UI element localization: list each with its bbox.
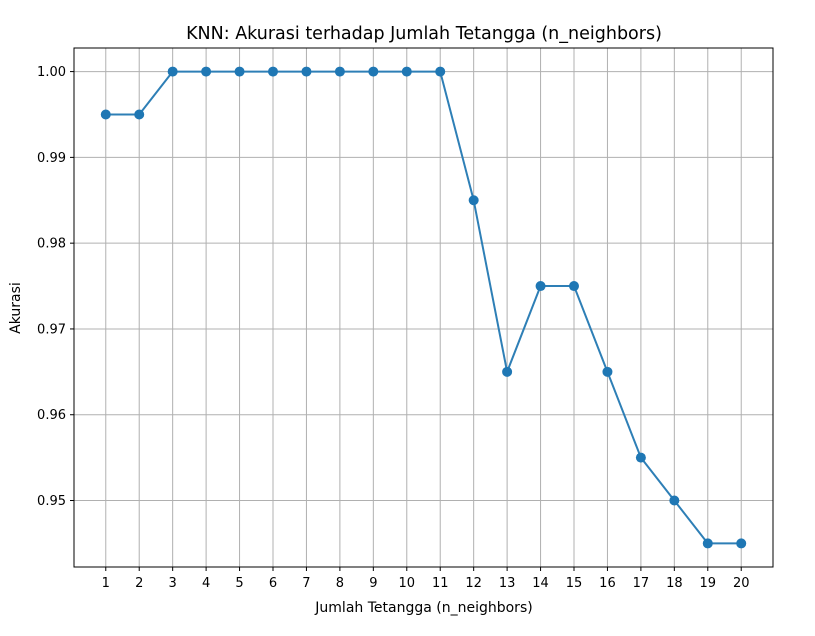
y-axis-label: Akurasi — [8, 282, 24, 334]
x-tick-label: 1 — [102, 576, 110, 591]
data-point — [234, 66, 245, 77]
x-tick-label: 16 — [599, 576, 616, 591]
grid-layer — [74, 48, 773, 567]
x-tick-label: 12 — [465, 576, 482, 591]
x-tick-label: 11 — [432, 576, 449, 591]
x-tick-label: 5 — [235, 576, 243, 591]
series-layer — [100, 66, 747, 549]
y-tick-label: 0.98 — [37, 237, 66, 252]
data-point — [702, 538, 713, 549]
x-tick-label: 10 — [399, 576, 416, 591]
y-tick-label: 1.00 — [37, 65, 66, 80]
x-tick-label: 20 — [733, 576, 750, 591]
data-point — [100, 109, 111, 120]
data-point — [267, 66, 278, 77]
y-tick-label: 0.96 — [37, 408, 66, 423]
x-tick-label: 15 — [566, 576, 583, 591]
x-tick-label: 3 — [169, 576, 177, 591]
data-point — [535, 281, 546, 292]
x-tick-label: 4 — [202, 576, 210, 591]
data-point — [435, 66, 446, 77]
x-tick-label: 2 — [135, 576, 143, 591]
series-line — [105, 70, 742, 545]
y-tick-label: 0.99 — [37, 151, 66, 166]
data-point — [736, 538, 747, 549]
data-point — [201, 66, 212, 77]
data-point — [468, 195, 479, 206]
data-point — [134, 109, 145, 120]
x-tick-label: 7 — [302, 576, 310, 591]
x-tick-label: 6 — [269, 576, 277, 591]
x-tick-label: 8 — [336, 576, 344, 591]
y-tick-label: 0.97 — [37, 322, 66, 337]
y-tick-label: 0.95 — [37, 494, 66, 509]
x-axis-label: Jumlah Tetangga (n_neighbors) — [314, 600, 532, 616]
chart-title: KNN: Akurasi terhadap Jumlah Tetangga (n… — [186, 24, 662, 44]
data-point — [635, 452, 646, 463]
plot-frame — [73, 47, 774, 568]
data-point — [368, 66, 379, 77]
data-point — [602, 366, 613, 377]
data-point — [502, 366, 513, 377]
x-tick-label: 17 — [633, 576, 650, 591]
data-point — [301, 66, 312, 77]
data-point — [167, 66, 178, 77]
x-tick-label: 14 — [532, 576, 549, 591]
x-tick-label: 13 — [499, 576, 516, 591]
data-point — [334, 66, 345, 77]
data-point — [401, 66, 412, 77]
x-tick-label: 19 — [700, 576, 717, 591]
tick-layer: 1 2 3 4 5 6 7 8 9 10 11 12 13 14 15 16 17 18 19 200.950.960… — [37, 65, 749, 591]
data-point — [569, 281, 580, 292]
x-tick-label: 9 — [369, 576, 377, 591]
data-point — [669, 495, 680, 506]
x-tick-label: 18 — [666, 576, 683, 591]
